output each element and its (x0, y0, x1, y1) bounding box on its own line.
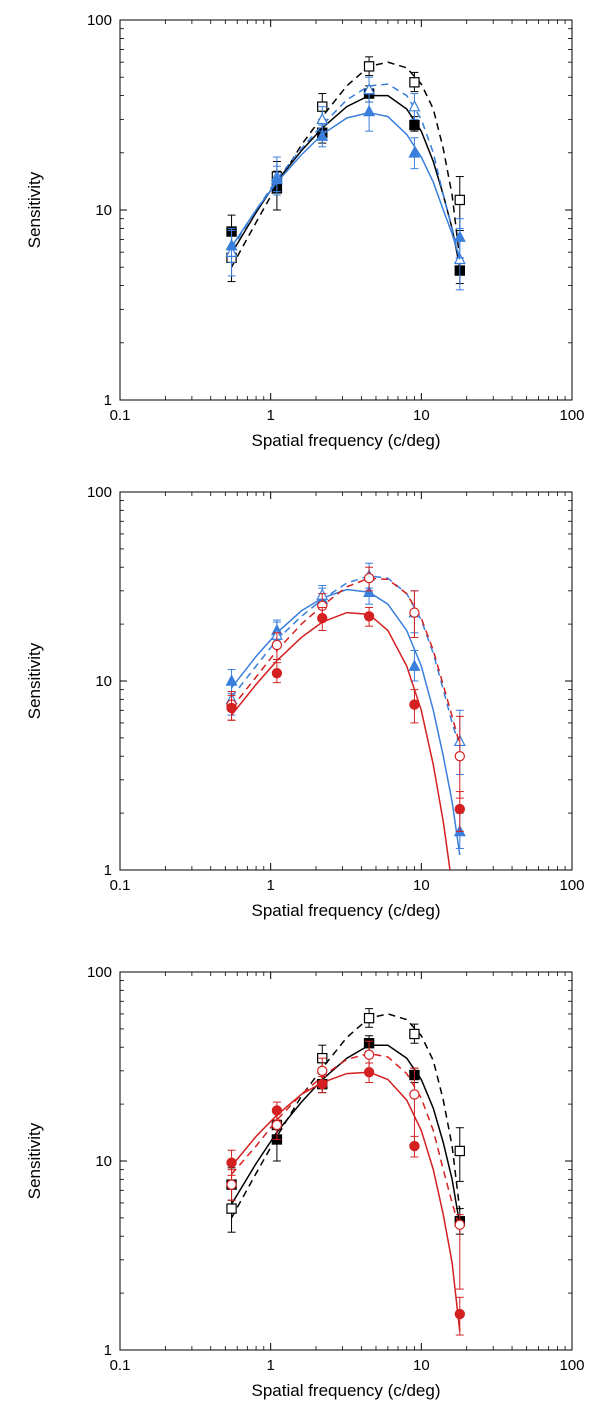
data-point (317, 1065, 328, 1077)
series-4 (226, 606, 465, 870)
y-axis-label: Sensitivity (25, 642, 44, 719)
data-point (409, 699, 420, 710)
series-2-fit-curve (230, 94, 461, 268)
series-3-fit-curve (230, 577, 461, 745)
data-point (316, 129, 329, 141)
data-point (408, 146, 421, 158)
series-1-fit-curve (230, 588, 461, 856)
series-4-fit-curve (230, 1071, 461, 1332)
data-point (271, 639, 283, 651)
x-tick-label: 1 (266, 1357, 274, 1374)
y-axis-label: Sensitivity (25, 171, 44, 248)
series-2 (226, 85, 465, 285)
data-point (363, 611, 375, 622)
data-point (363, 1067, 375, 1078)
data-point (226, 1157, 237, 1168)
data-point (409, 1089, 420, 1100)
series-3 (225, 76, 466, 291)
series-2-fit-curve (230, 575, 461, 747)
data-point (453, 230, 466, 242)
x-tick-label: 100 (559, 407, 584, 424)
y-tick-label: 100 (87, 484, 112, 501)
y-tick-label: 10 (95, 202, 112, 219)
y-tick-label: 1 (104, 862, 112, 879)
data-point (454, 194, 465, 206)
x-tick-label: 1 (266, 877, 274, 894)
x-tick-label: 0.1 (110, 1357, 131, 1374)
plot-frame (119, 971, 573, 1351)
series-4 (226, 1062, 465, 1336)
data-point (409, 1140, 420, 1152)
series-3 (226, 566, 465, 799)
y-tick-label: 1 (104, 392, 112, 409)
data-point (363, 1049, 375, 1060)
data-point (363, 61, 375, 72)
y-tick-label: 1 (104, 1342, 112, 1359)
data-point (363, 1012, 375, 1024)
data-point (225, 238, 238, 251)
data-point (363, 104, 376, 117)
x-tick-label: 10 (413, 877, 430, 894)
x-axis-label: Spatial frequency (c/deg) (252, 901, 441, 920)
data-point (409, 77, 420, 88)
series-4-fit-curve (230, 611, 451, 870)
data-point (225, 674, 238, 686)
x-tick-label: 10 (413, 407, 430, 424)
plot-frame (119, 19, 573, 401)
data-point (454, 1219, 465, 1230)
series-4-fit-curve (230, 111, 461, 260)
x-tick-label: 10 (413, 1357, 430, 1374)
data-point (363, 572, 375, 584)
x-tick-label: 100 (559, 1357, 584, 1374)
series-2 (226, 1035, 465, 1235)
data-point (271, 1105, 283, 1116)
y-tick-label: 100 (87, 964, 112, 981)
series-4 (225, 93, 466, 263)
data-point (409, 119, 420, 131)
y-tick-label: 100 (87, 12, 112, 29)
data-point (409, 1028, 420, 1040)
y-tick-label: 10 (95, 1153, 112, 1170)
data-point (226, 702, 237, 714)
data-point (454, 1308, 465, 1320)
data-point (408, 659, 421, 671)
data-point (271, 667, 283, 679)
data-point (316, 112, 329, 125)
y-tick-label: 10 (95, 673, 112, 690)
data-point (408, 99, 421, 112)
x-tick-label: 0.1 (110, 877, 131, 894)
series-3 (226, 1040, 465, 1290)
x-tick-label: 0.1 (110, 407, 131, 424)
data-point (454, 803, 465, 815)
data-point (317, 1078, 328, 1090)
data-point (271, 1119, 283, 1131)
x-tick-label: 1 (266, 407, 274, 424)
y-axis-label: Sensitivity (25, 1122, 44, 1199)
series-1 (225, 580, 466, 856)
data-point (270, 172, 283, 185)
data-point (226, 1179, 237, 1190)
plot-frame (119, 491, 573, 871)
x-axis-label: Spatial frequency (c/deg) (252, 431, 441, 450)
data-point (454, 1145, 465, 1157)
series-1 (226, 56, 465, 283)
data-point (363, 585, 376, 598)
x-tick-label: 100 (559, 877, 584, 894)
data-point (454, 751, 465, 762)
data-point (226, 1203, 237, 1214)
x-axis-label: Spatial frequency (c/deg) (252, 1381, 441, 1400)
data-point (409, 607, 420, 618)
series-3-fit-curve (230, 1052, 461, 1229)
data-point (317, 612, 328, 624)
series-3-fit-curve (230, 83, 461, 260)
series-1-fit-curve (230, 1013, 461, 1219)
